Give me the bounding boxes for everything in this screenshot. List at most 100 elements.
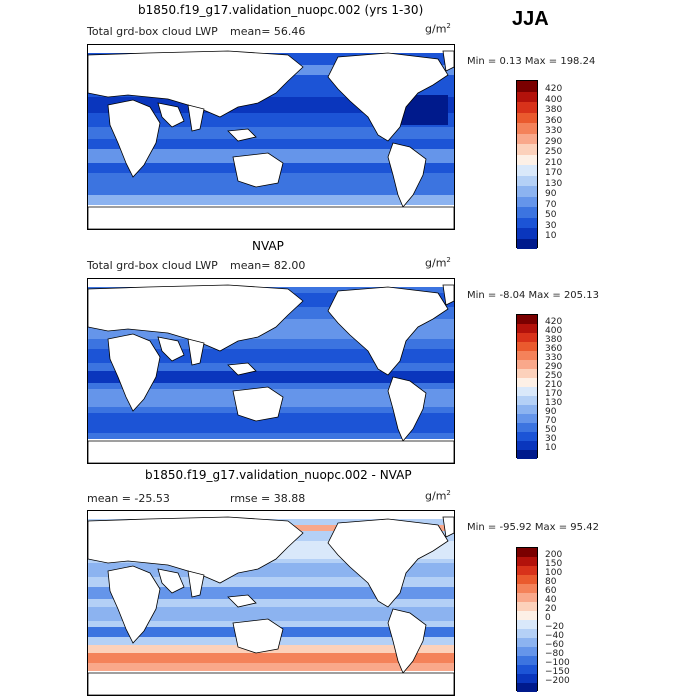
panel-1-field-name: Total grd-box cloud LWP [87,25,218,38]
colorbar-tick-label: 250 [545,371,563,381]
panel-1-colorbar [516,80,538,249]
colorbar-tick-label: 80 [545,577,557,587]
panel-1-colorbar-swatch [517,81,537,92]
panel-3-colorbar-swatch [517,566,537,575]
panel-3-units: g/m2 [425,489,451,503]
panel-1-colorbar-swatch [517,123,537,134]
colorbar-tick-label: 290 [545,136,563,147]
panel-2-colorbar-swatch [517,396,537,405]
colorbar-tick-label: 210 [545,380,563,390]
panel-1-colorbar-swatch [517,165,537,176]
panel-2-title: NVAP [252,239,284,253]
panel-1-colorbar-swatch [517,144,537,155]
panel-3-colorbar-swatch [517,647,537,656]
colorbar-tick-label: 360 [545,115,563,126]
colorbar-tick-label: 210 [545,157,563,168]
panel-3-colorbar-swatch [517,611,537,620]
colorbar-tick-label: 70 [545,199,557,210]
panel-1-colorbar-swatch [517,228,537,239]
panel-1-colorbar-swatch [517,133,537,144]
panel-3-colorbar-swatch [517,548,537,557]
panel-2-colorbar-labels: 420 400 380 360 330 290 250 210 170 130 … [545,314,585,458]
colorbar-tick-label: 150 [545,559,563,569]
colorbar-tick-label: −100 [545,658,570,668]
panel-3-title: b1850.f19_g17.validation_nuopc.002 - NVA… [145,468,412,482]
colorbar-tick-label: 40 [545,595,557,605]
colorbar-tick-label: 380 [545,335,563,345]
panel-3-colorbar-swatch [517,638,537,647]
colorbar-tick-label: 360 [545,344,563,354]
colorbar-tick-label: 90 [545,407,557,417]
season-label: JJA [512,8,549,30]
colorbar-tick-label: 130 [545,398,563,408]
panel-3-colorbar-swatch [517,593,537,602]
panel-1-colorbar-swatch [517,207,537,218]
colorbar-tick-label: 90 [545,189,557,199]
panel-2-minmax: Min = -8.04 Max = 205.13 [467,290,599,301]
colorbar-tick-label: 100 [545,568,563,578]
panel-1-minmax: Min = 0.13 Max = 198.24 [467,56,596,67]
panel-3-map [87,510,455,696]
panel-3-colorbar-swatch [517,575,537,584]
panel-2-colorbar-swatch [517,432,537,441]
colorbar-tick-label: −80 [545,649,564,659]
panel-1-colorbar-labels: 420 400 380 360 330 290 250 210 170 130 … [545,80,585,248]
colorbar-tick-label: 400 [545,94,563,105]
colorbar-tick-label: 50 [545,210,557,220]
panel-2-colorbar-swatch [517,369,537,378]
panel-1-colorbar-swatch [517,186,537,197]
colorbar-tick-label: 20 [545,604,557,614]
panel-1-map-graphic [88,50,454,229]
colorbar-tick-label: 250 [545,147,563,157]
colorbar-tick-label: 420 [545,317,563,327]
panel-3-colorbar [516,547,538,692]
panel-3-colorbar-swatch [517,674,537,683]
panel-3-rmse: rmse = 38.88 [230,492,306,505]
panel-3-minmax: Min = -95.92 Max = 95.42 [467,522,599,533]
panel-2-colorbar-swatch [517,351,537,360]
panel-1-title: b1850.f19_g17.validation_nuopc.002 (yrs … [138,3,424,17]
panel-1-colorbar-swatch [517,196,537,207]
colorbar-tick-label: −20 [545,622,564,632]
colorbar-tick-label: 10 [545,443,557,453]
panel-1-colorbar-swatch [517,238,537,249]
colorbar-tick-label: −60 [545,640,564,650]
colorbar-tick-label: −150 [545,667,570,677]
colorbar-tick-label: 400 [545,326,563,336]
colorbar-tick-label: 70 [545,416,557,426]
panel-2-colorbar [516,314,538,459]
panel-2-map [87,278,455,464]
panel-3-colorbar-swatch [517,683,537,692]
colorbar-tick-label: 50 [545,425,557,435]
panel-3-colorbar-labels: 200 150 100 80 60 40 20 0 −20 −40 −60 −8… [545,547,585,691]
panel-2-colorbar-swatch [517,405,537,414]
panel-2-units: g/m2 [425,256,451,270]
panel-1-colorbar-swatch [517,154,537,165]
panel-2-map-graphic [88,284,454,463]
panel-2-colorbar-swatch [517,387,537,396]
colorbar-tick-label: 30 [545,220,557,231]
panel-1-mean: mean= 56.46 [230,25,306,38]
panel-2-colorbar-swatch [517,414,537,423]
panel-3-colorbar-swatch [517,584,537,593]
panel-3-colorbar-swatch [517,557,537,566]
panel-3-colorbar-swatch [517,665,537,674]
panel-2-colorbar-swatch [517,423,537,432]
colorbar-tick-label: 170 [545,168,563,178]
colorbar-tick-label: 380 [545,105,563,115]
colorbar-tick-label: 200 [545,550,563,560]
panel-3-colorbar-swatch [517,602,537,611]
panel-1-colorbar-swatch [517,217,537,228]
panel-1-units: g/m2 [425,22,451,36]
panel-1-colorbar-swatch [517,102,537,113]
panel-3-map-graphic [88,516,454,695]
colorbar-tick-label: 60 [545,586,557,596]
colorbar-tick-label: −40 [545,631,564,641]
panel-2-colorbar-swatch [517,342,537,351]
panel-3-colorbar-swatch [517,620,537,629]
panel-3-mean: mean = -25.53 [87,492,170,505]
colorbar-tick-label: −200 [545,676,570,686]
panel-1-colorbar-swatch [517,175,537,186]
panel-2-colorbar-swatch [517,324,537,333]
colorbar-tick-label: 170 [545,389,563,399]
